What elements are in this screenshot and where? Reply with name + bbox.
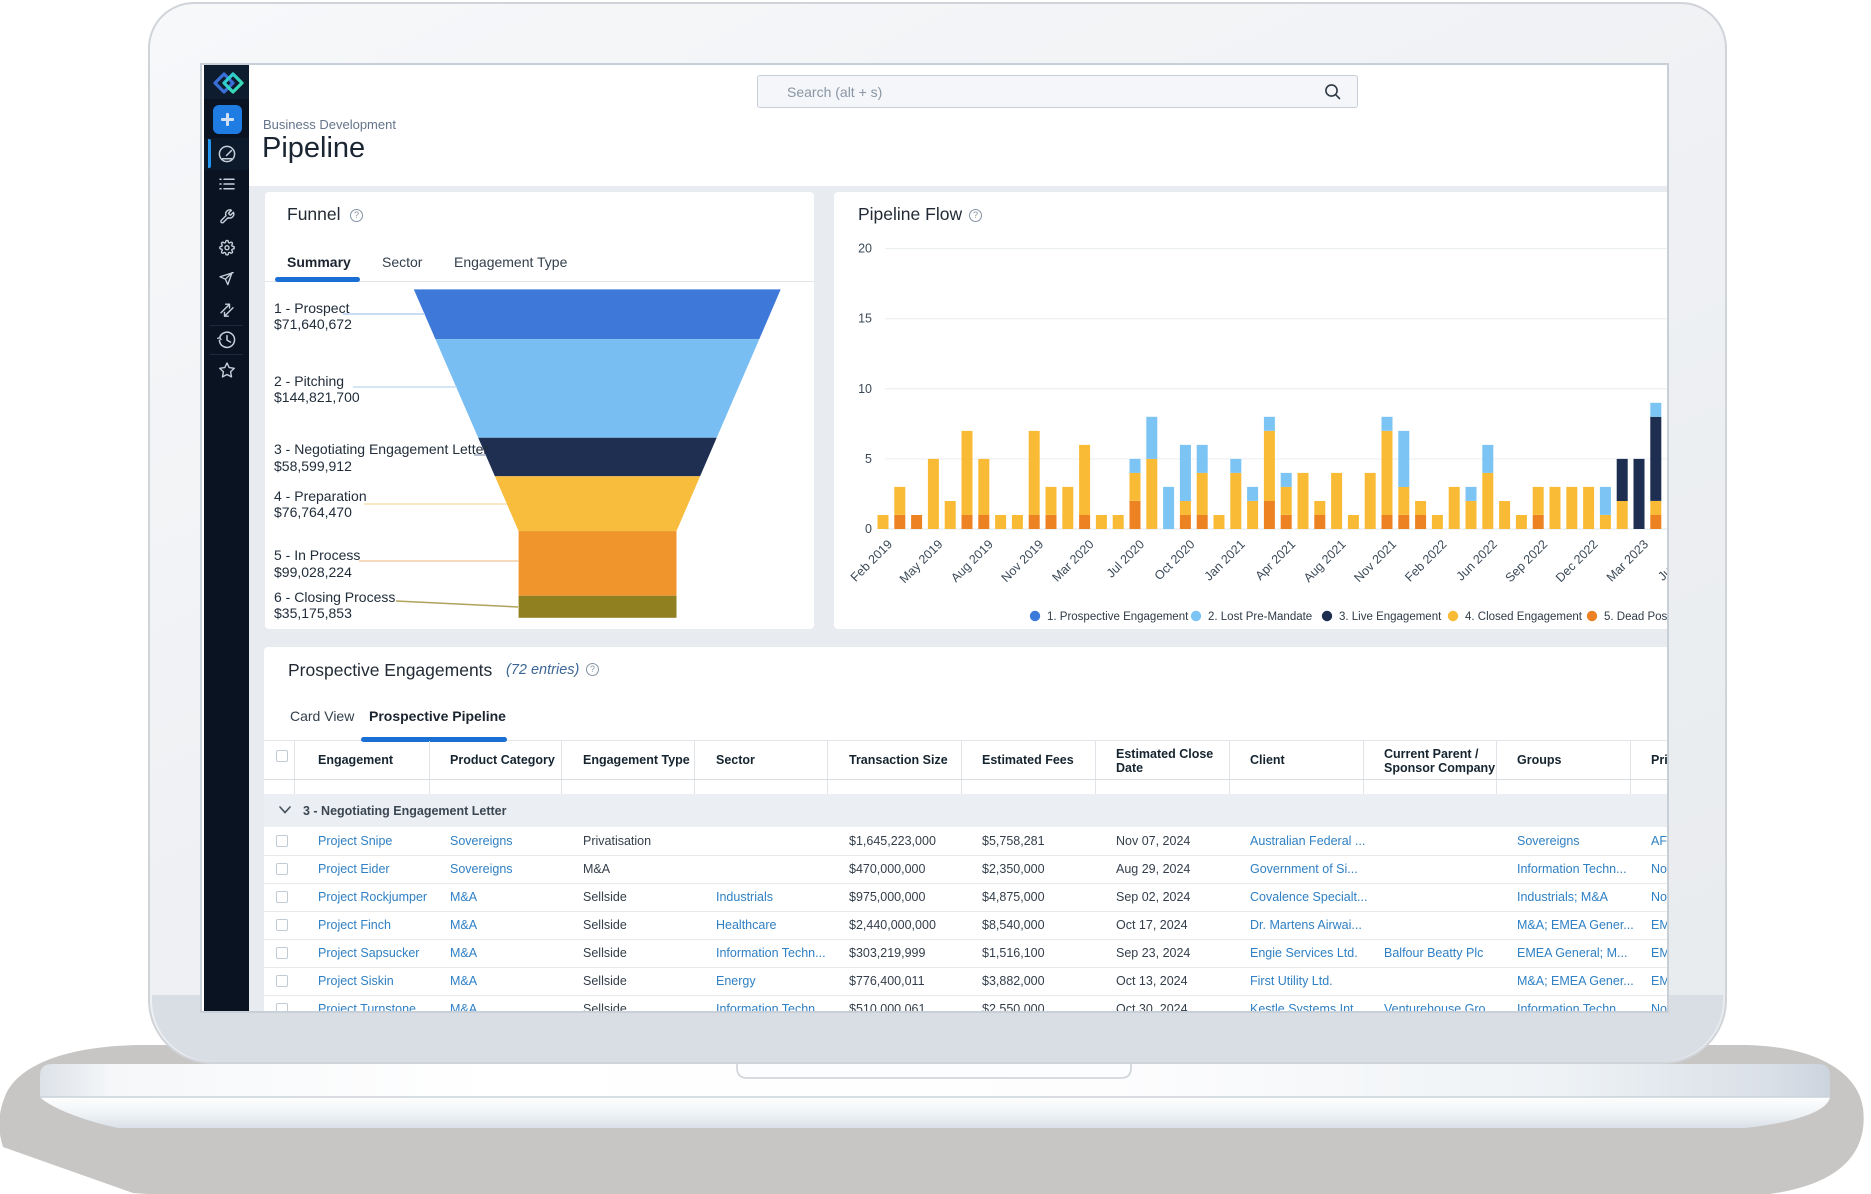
svg-text:Aug 2019: Aug 2019 (948, 537, 996, 585)
svg-text:Sep 2022: Sep 2022 (1503, 537, 1551, 585)
svg-text:5: 5 (865, 452, 872, 466)
svg-text:2. Lost Pre-Mandate: 2. Lost Pre-Mandate (1208, 611, 1312, 623)
svg-text:Jan 2021: Jan 2021 (1202, 537, 1248, 583)
svg-text:Mar 2020: Mar 2020 (1049, 537, 1096, 584)
svg-text:Nov 2019: Nov 2019 (999, 537, 1047, 585)
svg-text:15: 15 (858, 312, 872, 326)
svg-text:20: 20 (858, 242, 872, 256)
svg-text:May 2019: May 2019 (897, 537, 946, 586)
svg-text:1. Prospective Engagement: 1. Prospective Engagement (1047, 611, 1189, 623)
svg-text:Jun 2023: Jun 2023 (1655, 537, 1667, 583)
svg-text:5. Dead Post-Mandate: 5. Dead Post-Mandate (1604, 611, 1667, 623)
svg-text:Feb 2022: Feb 2022 (1402, 537, 1449, 584)
svg-text:Mar 2023: Mar 2023 (1604, 537, 1651, 584)
svg-text:Jul 2020: Jul 2020 (1104, 537, 1147, 580)
svg-text:Apr 2021: Apr 2021 (1253, 537, 1299, 583)
svg-text:4. Closed Engagement: 4. Closed Engagement (1465, 611, 1583, 623)
svg-text:Aug 2021: Aug 2021 (1301, 537, 1349, 585)
svg-text:Jun 2022: Jun 2022 (1454, 537, 1500, 583)
svg-text:Dec 2022: Dec 2022 (1553, 537, 1601, 585)
svg-text:Nov 2021: Nov 2021 (1351, 537, 1399, 585)
svg-text:Feb 2019: Feb 2019 (848, 537, 895, 584)
svg-text:3. Live Engagement: 3. Live Engagement (1339, 611, 1442, 623)
svg-text:Oct 2020: Oct 2020 (1152, 537, 1198, 583)
svg-text:0: 0 (865, 522, 872, 536)
svg-text:10: 10 (858, 382, 872, 396)
